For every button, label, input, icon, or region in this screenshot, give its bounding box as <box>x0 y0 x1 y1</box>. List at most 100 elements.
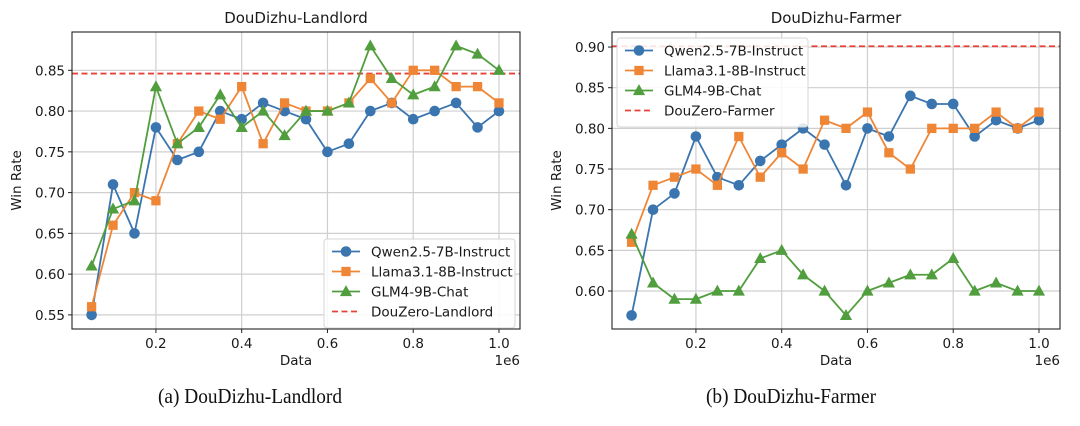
legend-label: Qwen2.5-7B-Instruct <box>664 44 803 60</box>
legend-label: Llama3.1-8B-Instruct <box>371 265 513 281</box>
y-tick-label: 0.80 <box>35 104 65 120</box>
data-point <box>387 98 397 108</box>
data-point <box>819 139 830 150</box>
data-point <box>969 131 980 142</box>
data-point <box>149 80 163 92</box>
data-point <box>755 172 765 182</box>
x-offset-label: 1e6 <box>495 353 520 369</box>
data-point <box>385 72 398 84</box>
x-tick-label: 0.2 <box>145 336 166 352</box>
data-point <box>754 252 767 264</box>
data-point <box>776 139 787 150</box>
x-axis-title: Data <box>820 353 852 369</box>
data-point <box>408 65 418 75</box>
x-tick-label: 0.4 <box>231 336 252 352</box>
data-point <box>128 194 141 206</box>
data-point <box>300 113 312 125</box>
y-tick-label: 0.80 <box>575 121 605 137</box>
series-square <box>626 107 1044 247</box>
data-point <box>861 284 874 296</box>
data-point <box>669 188 680 199</box>
data-point <box>364 39 377 51</box>
legend-label: Llama3.1-8B-Instruct <box>664 64 806 80</box>
data-point <box>990 114 1002 126</box>
data-point <box>85 259 98 271</box>
data-point <box>450 97 462 109</box>
data-point <box>194 106 204 116</box>
legend: Qwen2.5-7B-Instruct Llama3.1-8B-Instruct G… <box>323 238 516 329</box>
data-point <box>925 268 938 280</box>
data-point <box>733 179 745 191</box>
legend-item: GLM4-9B-Chat <box>332 285 468 301</box>
chart-farmer: 0.2 0.4 0.6 0.8 1.0 0.60 0.65 0.70 0.75 0.80 0.85 0… <box>549 9 1061 369</box>
data-point <box>926 98 938 110</box>
legend-marker <box>633 45 645 56</box>
legend-label: Qwen2.5-7B-Instruct <box>371 245 510 261</box>
chart-landlord: 0.2 0.4 0.6 0.8 1.0 0.55 0.60 0.65 0.70 0.75 0.80 0… <box>9 9 521 369</box>
data-point <box>214 88 227 100</box>
legend-item: Qwen2.5-7B-Instruct <box>332 245 510 261</box>
data-point <box>689 292 703 304</box>
data-point <box>493 105 505 117</box>
legend-item: Llama3.1-8B-Instruct <box>332 265 513 281</box>
data-point <box>690 131 702 142</box>
y-tick-label: 0.70 <box>575 203 605 219</box>
data-point <box>990 276 1003 288</box>
data-point <box>150 122 162 133</box>
data-point <box>451 81 461 92</box>
legend-label: DouZero-Farmer <box>664 104 775 120</box>
data-point <box>732 284 745 296</box>
data-point <box>626 237 637 247</box>
data-point <box>905 164 915 174</box>
data-point <box>841 123 851 134</box>
data-point <box>626 310 637 321</box>
data-point <box>472 81 483 92</box>
plot-frame <box>611 31 1061 330</box>
y-tick-label: 0.65 <box>575 243 605 259</box>
data-point <box>321 104 334 116</box>
data-point <box>407 88 420 100</box>
data-point <box>968 284 981 296</box>
data-point <box>106 202 120 214</box>
data-point <box>279 98 290 108</box>
data-point <box>86 302 97 312</box>
data-point <box>668 292 681 304</box>
data-point <box>1033 114 1045 126</box>
caption-landlord: (a) DouDizhu-Landlord <box>158 384 343 408</box>
gridlines <box>72 32 520 329</box>
legend-box <box>323 238 516 329</box>
data-point <box>904 268 917 280</box>
y-tick-label: 0.70 <box>35 186 65 202</box>
data-point <box>171 137 184 149</box>
data-point <box>669 172 680 182</box>
series-line <box>630 233 1039 317</box>
x-tick-label: 0.6 <box>857 336 878 352</box>
data-point <box>819 115 830 125</box>
data-point <box>257 97 269 109</box>
y-axis-title: Win Rate <box>9 150 25 211</box>
x-tick-label: 1.0 <box>488 336 509 352</box>
legend-item: Llama3.1-8B-Instruct <box>625 64 806 80</box>
data-point <box>450 39 463 51</box>
legend-marker <box>632 84 646 96</box>
data-point <box>648 180 658 190</box>
data-point <box>625 227 638 239</box>
legend-label: GLM4-9B-Chat <box>371 285 468 301</box>
data-point <box>192 120 205 132</box>
data-point <box>798 164 808 174</box>
series-triangle <box>625 227 1046 320</box>
legend-item: DouZero-Landlord <box>332 305 493 321</box>
data-point <box>472 122 483 133</box>
x-tick-label: 1.0 <box>1028 336 1049 352</box>
data-point <box>129 187 140 198</box>
data-point <box>646 276 660 288</box>
data-point <box>712 180 723 190</box>
legend-label: DouZero-Landlord <box>371 305 493 321</box>
data-point <box>151 196 161 206</box>
chart-title: DouDizhu-Farmer <box>771 9 902 27</box>
y-tick-label: 0.85 <box>35 63 65 79</box>
data-point <box>884 148 894 158</box>
data-point <box>172 154 183 166</box>
series-triangle <box>85 39 506 271</box>
